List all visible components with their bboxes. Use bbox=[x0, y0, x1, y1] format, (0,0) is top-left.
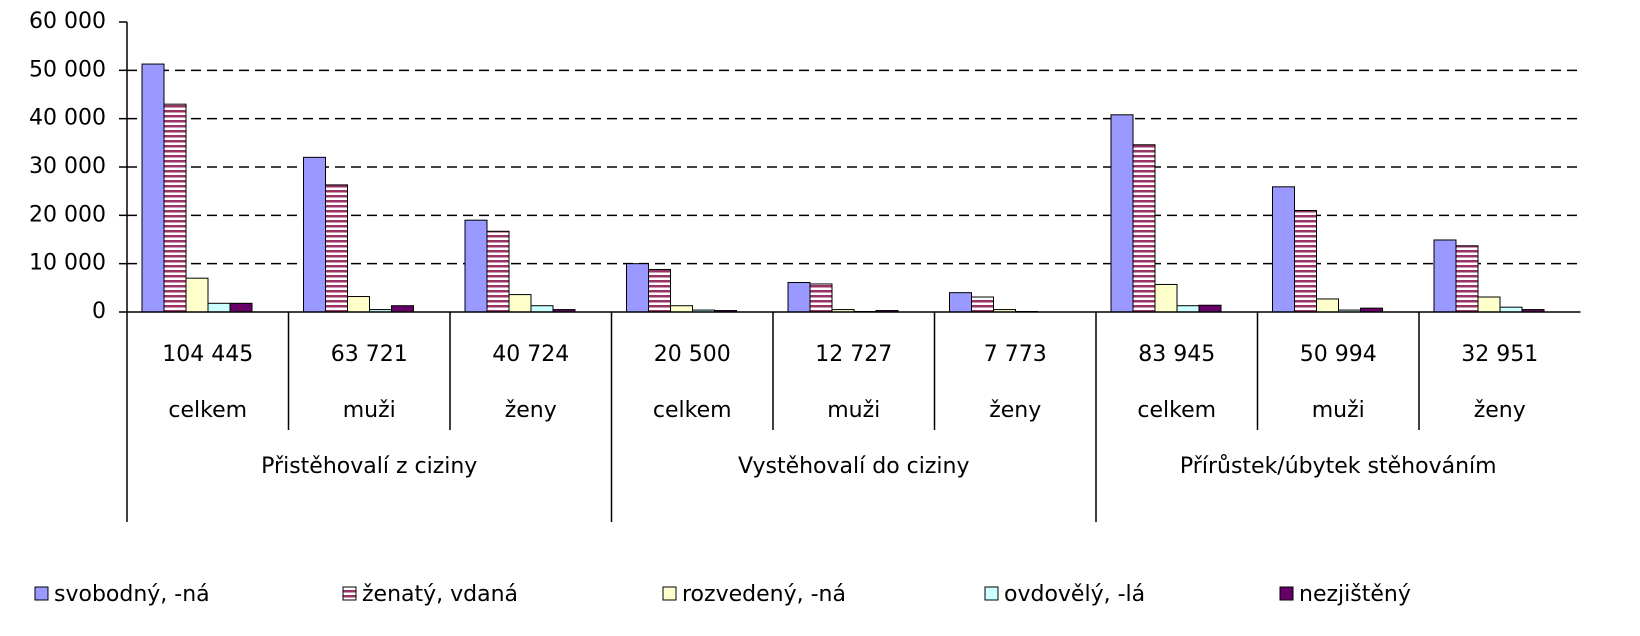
bar bbox=[1198, 304, 1222, 313]
x-tick-label: celkem bbox=[1137, 398, 1216, 423]
bar bbox=[325, 184, 348, 313]
legend-swatch bbox=[34, 586, 49, 601]
category-total: 12 727 bbox=[815, 342, 892, 367]
bar bbox=[141, 63, 165, 313]
bar bbox=[185, 277, 209, 313]
bar bbox=[971, 296, 994, 313]
legend-label: rozvedený, -ná bbox=[682, 582, 846, 607]
bar bbox=[486, 230, 510, 313]
y-tick-label: 10 000 bbox=[29, 251, 106, 276]
y-tick-label: 0 bbox=[92, 299, 106, 324]
x-tick-label: muži bbox=[827, 398, 880, 423]
x-tick-label: celkem bbox=[653, 398, 732, 423]
category-total: 40 724 bbox=[492, 342, 569, 367]
x-tick-label: ženy bbox=[989, 398, 1041, 423]
bar bbox=[1272, 186, 1295, 313]
bar bbox=[207, 302, 231, 313]
bar bbox=[1132, 144, 1156, 313]
legend-label: ovdovělý, -lá bbox=[1004, 582, 1145, 607]
bar bbox=[1477, 296, 1501, 313]
y-tick-label: 30 000 bbox=[29, 154, 106, 179]
bar bbox=[1110, 114, 1134, 313]
legend-swatch bbox=[342, 586, 357, 601]
bar bbox=[1316, 298, 1339, 313]
bar bbox=[626, 263, 649, 313]
category-total: 20 500 bbox=[654, 342, 731, 367]
bar bbox=[1294, 210, 1317, 313]
category-total: 7 773 bbox=[984, 342, 1047, 367]
y-tick-label: 40 000 bbox=[29, 106, 106, 131]
bar bbox=[508, 294, 532, 313]
legend-swatch bbox=[662, 586, 677, 601]
legend-swatch bbox=[984, 586, 999, 601]
bar bbox=[163, 103, 187, 313]
bar bbox=[530, 305, 554, 313]
y-tick-label: 20 000 bbox=[29, 202, 106, 227]
bar bbox=[1176, 305, 1200, 313]
category-total: 104 445 bbox=[162, 342, 253, 367]
bar bbox=[670, 305, 693, 313]
group-label: Přírůstek/úbytek stěhováním bbox=[1180, 454, 1497, 479]
bar bbox=[347, 296, 370, 313]
bar bbox=[1455, 245, 1479, 313]
x-tick-label: muži bbox=[1312, 398, 1365, 423]
x-tick-label: celkem bbox=[168, 398, 247, 423]
legend-label: ženatý, vdaná bbox=[362, 582, 518, 607]
bar bbox=[1154, 283, 1178, 313]
bar bbox=[809, 283, 833, 313]
bar bbox=[949, 292, 972, 313]
bar bbox=[787, 282, 811, 313]
legend-swatch bbox=[1279, 586, 1294, 601]
y-tick-label: 60 000 bbox=[29, 9, 106, 34]
bar bbox=[648, 268, 671, 313]
bar bbox=[391, 305, 414, 313]
x-tick-label: ženy bbox=[505, 398, 557, 423]
category-total: 32 951 bbox=[1461, 342, 1538, 367]
bar bbox=[229, 302, 253, 313]
bar bbox=[464, 219, 488, 313]
bar bbox=[1433, 239, 1457, 313]
category-total: 50 994 bbox=[1300, 342, 1377, 367]
category-total: 63 721 bbox=[331, 342, 408, 367]
group-label: Přistěhovalí z ciziny bbox=[261, 454, 477, 479]
legend-label: nezjištěný bbox=[1299, 582, 1411, 607]
y-tick-label: 50 000 bbox=[29, 57, 106, 82]
x-tick-label: muži bbox=[343, 398, 396, 423]
category-total: 83 945 bbox=[1138, 342, 1215, 367]
group-label: Vystěhovalí do ciziny bbox=[738, 454, 969, 479]
bar bbox=[303, 156, 326, 313]
x-tick-label: ženy bbox=[1474, 398, 1526, 423]
legend-label: svobodný, -ná bbox=[54, 582, 210, 607]
